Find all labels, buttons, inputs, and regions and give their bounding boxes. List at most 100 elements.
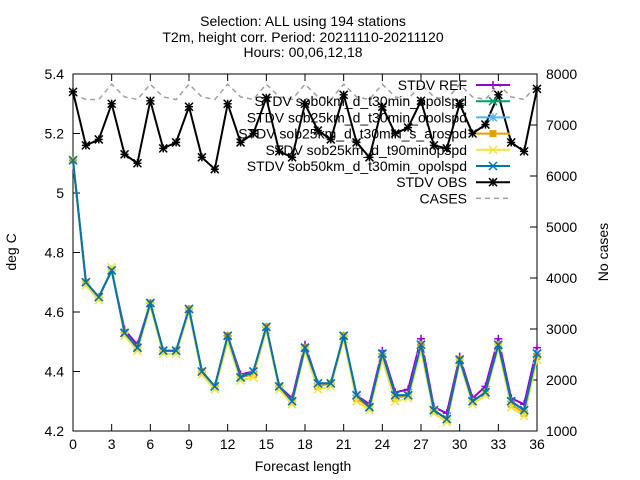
legend-label: STDV sob0km_d_t30min_opolspd bbox=[255, 93, 467, 109]
y-tick-label: 4.8 bbox=[45, 245, 65, 261]
data-point-4-23 bbox=[364, 405, 374, 415]
data-point-6-17 bbox=[287, 152, 297, 162]
y2-tick-label: 4000 bbox=[546, 270, 577, 286]
legend-marker bbox=[488, 112, 498, 122]
data-point-5-6 bbox=[145, 298, 155, 308]
data-point-5-5 bbox=[132, 343, 142, 353]
y2-tick-label: 7000 bbox=[546, 117, 577, 133]
data-point-6-34 bbox=[506, 137, 516, 147]
legend-label: STDV sob50km_d_t30min_opolspd bbox=[247, 158, 467, 174]
data-point-6-36 bbox=[532, 84, 542, 94]
data-point-5-27 bbox=[416, 340, 426, 350]
data-point-6-8 bbox=[171, 137, 181, 147]
legend-marker bbox=[488, 161, 498, 171]
x-tick-label: 36 bbox=[529, 436, 545, 452]
data-point-5-33 bbox=[493, 340, 503, 350]
data-point-4-17 bbox=[287, 399, 297, 409]
series-7 bbox=[72, 83, 538, 101]
x-axis-label: Forecast length bbox=[255, 458, 352, 474]
data-point-5-0 bbox=[68, 155, 78, 165]
series-4 bbox=[68, 155, 542, 427]
data-point-5-26 bbox=[403, 390, 413, 400]
data-point-4-31 bbox=[468, 399, 478, 409]
data-point-6-12 bbox=[223, 99, 233, 109]
x-tick-label: 6 bbox=[146, 436, 154, 452]
chart-title-line-2: T2m, height corr. Period: 20211110-20211… bbox=[162, 29, 443, 45]
y2-tick-label: 5000 bbox=[546, 219, 577, 235]
data-point-6-31 bbox=[468, 128, 478, 139]
data-point-5-34 bbox=[506, 396, 516, 406]
series-line-0 bbox=[72, 160, 538, 415]
data-point-4-10 bbox=[197, 369, 207, 380]
x-tick-label: 0 bbox=[69, 436, 77, 452]
data-point-6-22 bbox=[352, 137, 362, 147]
series-line-7 bbox=[72, 83, 538, 101]
data-point-5-23 bbox=[364, 402, 374, 412]
y2-tick-label: 1000 bbox=[546, 423, 577, 439]
x-tick-label: 15 bbox=[259, 436, 275, 452]
y-axis-label: deg C bbox=[3, 233, 19, 270]
x-tick-label: 24 bbox=[375, 436, 391, 452]
data-point-5-21 bbox=[339, 331, 349, 341]
data-point-6-6 bbox=[145, 96, 155, 106]
data-point-4-29 bbox=[442, 417, 452, 427]
data-point-6-11 bbox=[210, 164, 220, 174]
data-point-5-10 bbox=[197, 366, 207, 377]
legend-marker bbox=[489, 81, 497, 89]
x-tick-label: 21 bbox=[336, 436, 352, 452]
data-point-4-16 bbox=[274, 384, 284, 394]
data-point-4-1 bbox=[81, 280, 91, 290]
chart-title-line-1: Selection: ALL using 194 stations bbox=[200, 13, 406, 29]
data-point-5-30 bbox=[455, 355, 465, 365]
data-point-6-4 bbox=[120, 149, 130, 159]
data-point-6-28 bbox=[429, 140, 439, 150]
data-point-5-18 bbox=[300, 343, 310, 353]
x-tick-label: 27 bbox=[413, 436, 429, 452]
data-point-5-16 bbox=[274, 381, 284, 391]
series-3 bbox=[69, 156, 541, 423]
data-point-5-35 bbox=[519, 405, 529, 415]
y-tick-label: 5.2 bbox=[45, 126, 65, 142]
data-point-5-36 bbox=[532, 349, 542, 359]
chart-title-line-3: Hours: 00,06,12,18 bbox=[243, 44, 362, 60]
x-tick-label: 12 bbox=[220, 436, 236, 452]
data-point-6-24 bbox=[377, 102, 387, 112]
data-point-5-2 bbox=[94, 292, 104, 302]
legend-marker bbox=[489, 130, 497, 138]
data-point-6-26 bbox=[403, 123, 413, 133]
legend-label: STDV OBS bbox=[396, 174, 467, 190]
series-5 bbox=[68, 155, 542, 424]
data-point-6-18 bbox=[300, 99, 310, 109]
data-point-6-21 bbox=[339, 90, 349, 100]
data-point-6-27 bbox=[416, 96, 426, 106]
data-point-5-4 bbox=[120, 328, 130, 338]
data-point-6-13 bbox=[236, 137, 246, 147]
data-point-5-24 bbox=[377, 349, 387, 359]
data-point-6-32 bbox=[480, 120, 490, 130]
data-point-5-11 bbox=[210, 381, 220, 391]
legend-marker bbox=[488, 96, 498, 106]
data-point-6-3 bbox=[107, 99, 117, 109]
data-point-5-7 bbox=[158, 346, 168, 356]
data-point-5-25 bbox=[390, 390, 400, 400]
chart-title: Selection: ALL using 194 stations T2m, h… bbox=[162, 13, 443, 60]
x-tick-label: 33 bbox=[491, 436, 507, 452]
x-tick-label: 9 bbox=[185, 436, 193, 452]
data-point-6-0 bbox=[68, 87, 78, 97]
series-6 bbox=[68, 84, 542, 174]
series-2 bbox=[68, 155, 542, 424]
x-tick-label: 30 bbox=[452, 436, 468, 452]
data-point-6-30 bbox=[455, 99, 465, 109]
data-point-4-3 bbox=[107, 262, 117, 272]
data-point-5-32 bbox=[480, 387, 490, 397]
data-point-5-8 bbox=[171, 346, 181, 356]
y2-axis-label: No cases bbox=[595, 223, 611, 281]
legend-label: CASES bbox=[420, 190, 467, 206]
data-point-6-20 bbox=[326, 134, 336, 144]
data-point-4-28 bbox=[429, 408, 439, 418]
data-point-5-29 bbox=[442, 414, 452, 424]
legend-label: STDV sob25km_d_t30min_s_arospd bbox=[238, 126, 467, 142]
data-point-6-19 bbox=[313, 125, 323, 136]
data-point-6-25 bbox=[390, 128, 400, 139]
y-tick-label: 4.4 bbox=[45, 364, 65, 380]
